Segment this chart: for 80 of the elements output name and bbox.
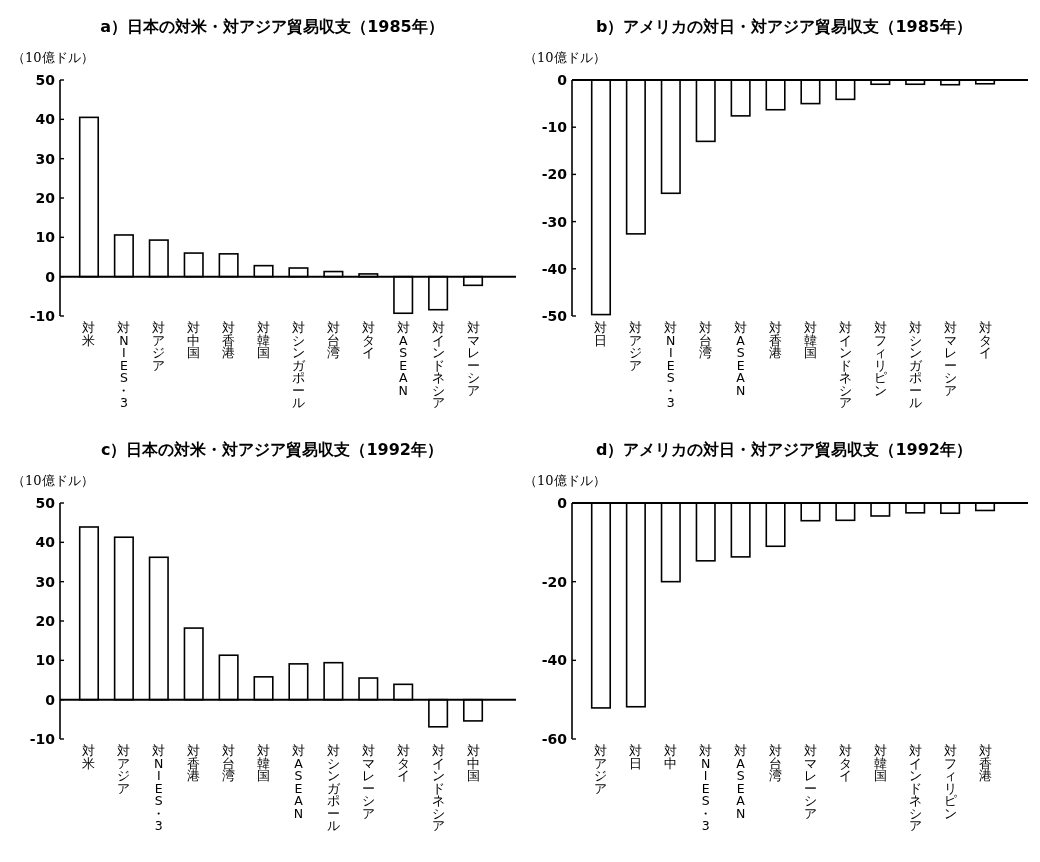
x-tick-label: 対マレーシア — [361, 743, 375, 821]
x-tick-label: 対中 — [664, 743, 678, 771]
y-axis-title: （10億ドル） — [12, 50, 94, 65]
y-tick-label: 20 — [35, 612, 56, 629]
x-tick-label: 対フィリピン — [943, 743, 957, 821]
y-tick-label: -20 — [541, 166, 568, 183]
y-tick-label: 10 — [35, 229, 56, 246]
x-tick-label: 対中国 — [466, 743, 480, 783]
x-tick-label: 対タイ — [396, 743, 410, 783]
x-tick-label: 対香港 — [978, 743, 992, 783]
y-tick-label: 50 — [35, 494, 56, 511]
x-tick-label: 対香港 — [769, 320, 783, 360]
x-tick-label: 対韓国 — [873, 743, 887, 783]
x-tick-label: 対中国 — [187, 320, 201, 360]
x-tick-label: 対インドネシア — [431, 743, 445, 833]
x-tick-label: 対NIES・3 — [699, 743, 713, 833]
y-tick-label: 30 — [35, 573, 56, 590]
y-tick-label: -60 — [541, 730, 568, 747]
x-tick-label: 対アジア — [152, 320, 166, 373]
x-tick-label: 対米 — [82, 743, 96, 771]
y-tick-label: 40 — [35, 534, 56, 551]
y-tick-label: 0 — [557, 494, 568, 511]
chart-title: a）日本の対米・対アジア貿易収支（1985年） — [100, 17, 444, 36]
x-tick-label: 対シンガポール — [908, 320, 923, 410]
y-tick-label: -20 — [541, 573, 568, 590]
x-tick-label: 対台湾 — [699, 320, 713, 360]
chart-title: d）アメリカの対日・対アジア貿易収支（1992年） — [596, 440, 972, 459]
x-tick-label: 対台湾 — [769, 743, 783, 783]
y-tick-label: 50 — [35, 71, 56, 88]
y-tick-label: -10 — [541, 119, 568, 136]
y-tick-label: 40 — [35, 111, 56, 128]
x-tick-label: 対マレーシア — [943, 320, 957, 398]
y-tick-label: 20 — [35, 189, 56, 206]
x-tick-label: 対香港 — [187, 743, 201, 783]
x-tick-label: 対NIES・3 — [152, 743, 166, 833]
y-tick-label: -30 — [541, 213, 568, 230]
x-tick-label: 対韓国 — [257, 320, 271, 360]
y-axis-title: （10億ドル） — [524, 50, 606, 65]
chart-title: b）アメリカの対日・対アジア貿易収支（1985年） — [596, 17, 972, 36]
x-tick-label: 対台湾 — [326, 320, 340, 360]
y-axis-title: （10億ドル） — [12, 473, 94, 488]
y-tick-label: -10 — [29, 730, 56, 747]
x-tick-label: 対アジア — [117, 743, 131, 796]
y-tick-label: -50 — [541, 307, 568, 324]
x-tick-label: 対ASEAN — [734, 320, 748, 398]
x-tick-label: 対タイ — [838, 743, 852, 783]
x-tick-label: 対アジア — [594, 743, 608, 796]
x-tick-label: 対日 — [594, 320, 608, 348]
x-tick-label: 対ASEAN — [396, 320, 410, 398]
y-axis-title: （10億ドル） — [524, 473, 606, 488]
y-tick-label: 30 — [35, 150, 56, 167]
x-tick-label: 対韓国 — [257, 743, 271, 783]
y-tick-label: 0 — [557, 71, 568, 88]
y-tick-label: -40 — [541, 260, 568, 277]
y-tick-label: 0 — [45, 268, 56, 285]
x-tick-label: 対アジア — [629, 320, 643, 373]
x-tick-label: 対シンガポール — [326, 743, 341, 833]
x-tick-label: 対ASEAN — [734, 743, 748, 821]
x-tick-label: 対マレーシア — [466, 320, 480, 398]
y-tick-label: -40 — [541, 652, 568, 669]
chart-title: c）日本の対米・対アジア貿易収支（1992年） — [100, 440, 444, 459]
x-tick-label: 対フィリピン — [873, 320, 887, 398]
x-tick-label: 対インドネシア — [908, 743, 922, 833]
x-tick-label: 対インドネシア — [431, 320, 445, 410]
y-tick-label: -10 — [29, 307, 56, 324]
x-tick-label: 対米 — [82, 320, 96, 348]
x-tick-label: 対インドネシア — [838, 320, 852, 410]
x-tick-label: 対マレーシア — [803, 743, 817, 821]
x-tick-label: 対タイ — [361, 320, 375, 360]
x-tick-label: 対韓国 — [803, 320, 817, 360]
x-tick-label: 対香港 — [222, 320, 236, 360]
x-tick-label: 対NIES・3 — [664, 320, 678, 410]
x-tick-label: 対NIES・3 — [117, 320, 131, 410]
x-tick-label: 対日 — [629, 743, 643, 771]
x-tick-label: 対シンガポール — [291, 320, 306, 410]
x-tick-label: 対ASEAN — [291, 743, 305, 821]
x-tick-label: 対台湾 — [222, 743, 236, 783]
y-tick-label: 0 — [45, 691, 56, 708]
x-tick-label: 対タイ — [978, 320, 992, 360]
y-tick-label: 10 — [35, 652, 56, 669]
